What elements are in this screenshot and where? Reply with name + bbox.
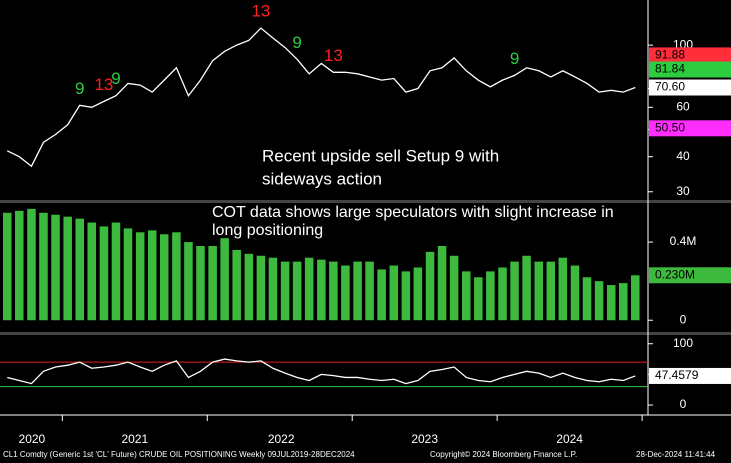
bar <box>2 212 12 321</box>
annotation: sideways action <box>262 169 382 188</box>
bar <box>341 265 350 321</box>
footer: CL1 Comdty (Generic 1st 'CL' Future) CRU… <box>3 450 355 459</box>
bar <box>582 277 592 321</box>
footer: Copyright© 2024 Bloomberg Finance L.P. <box>430 450 577 459</box>
bar <box>304 257 314 321</box>
bar <box>425 251 435 321</box>
bar <box>268 257 278 321</box>
price-line <box>6 27 636 168</box>
bar <box>365 261 374 321</box>
bar <box>474 277 483 321</box>
x-tick-label: 2022 <box>268 432 295 446</box>
bar <box>280 261 290 321</box>
bar <box>486 271 495 321</box>
bar <box>39 212 48 321</box>
bar <box>172 232 181 321</box>
x-tick-label: 2024 <box>556 432 583 446</box>
bar <box>51 214 60 321</box>
bar <box>27 208 36 321</box>
value-box <box>649 367 731 384</box>
bar <box>244 253 254 321</box>
bar <box>546 261 556 321</box>
bar <box>631 275 640 321</box>
panel-divider <box>0 200 731 203</box>
bar <box>123 228 133 321</box>
value-box-label: 81.84 <box>655 62 685 76</box>
value-box-label: 0.230M <box>655 267 695 281</box>
bar <box>449 255 459 321</box>
value-box <box>649 79 731 96</box>
bar <box>292 261 302 321</box>
bar <box>75 218 84 321</box>
bar <box>15 210 24 321</box>
value-box-label: 47.4579 <box>655 368 699 382</box>
y-tick-label: 0 <box>680 312 687 326</box>
bar <box>208 245 217 321</box>
bar <box>159 234 169 321</box>
y-tick-label: 0 <box>680 397 687 411</box>
x-tick-label: 2020 <box>19 432 46 446</box>
td-count: 9 <box>292 33 301 52</box>
bar <box>594 281 604 321</box>
bar <box>220 238 229 321</box>
bar <box>135 232 145 321</box>
value-box <box>649 47 731 64</box>
bar <box>618 283 628 321</box>
annotation: COT data shows large speculators with sl… <box>212 204 614 221</box>
bar <box>184 242 193 321</box>
y-tick-label: 60 <box>676 99 690 113</box>
bar <box>606 285 616 321</box>
bar <box>462 271 471 321</box>
x-tick-label: 2023 <box>411 432 438 446</box>
value-box <box>649 120 731 137</box>
td-count: 13 <box>94 75 113 94</box>
y-tick-label: 30 <box>676 184 690 198</box>
bar <box>401 271 411 321</box>
td-count: 9 <box>510 49 519 68</box>
bar <box>111 222 121 321</box>
price-line <box>7 358 636 385</box>
bar <box>99 226 109 321</box>
bar <box>377 269 386 321</box>
bar <box>389 265 399 321</box>
bar <box>147 230 157 321</box>
bar <box>256 255 266 321</box>
panel-divider <box>0 332 731 335</box>
bar <box>522 255 531 321</box>
y-tick-label: 0.4M <box>670 234 697 248</box>
td-count: 13 <box>251 2 270 21</box>
bar <box>413 267 423 321</box>
td-count: 9 <box>111 69 120 88</box>
td-count: 9 <box>75 79 84 98</box>
value-box-label: 50.50 <box>655 120 685 134</box>
td-count: 13 <box>324 46 343 65</box>
bar <box>196 245 205 321</box>
value-box <box>649 61 731 78</box>
value-box-label: 91.88 <box>655 48 685 62</box>
value-box-label: 70.60 <box>655 80 685 94</box>
bar <box>437 245 447 321</box>
y-tick-label: 100 <box>673 336 693 350</box>
value-box <box>649 267 731 284</box>
bar <box>63 216 72 321</box>
footer: 28-Dec-2024 11:41:44 <box>636 450 716 459</box>
annotation: long positioning <box>212 222 323 239</box>
bar <box>232 249 241 321</box>
bar <box>353 261 362 321</box>
x-tick-label: 2021 <box>121 432 148 446</box>
bar <box>317 259 326 321</box>
bar <box>570 265 580 321</box>
bar <box>510 261 519 321</box>
y-tick-label: 40 <box>676 149 690 163</box>
bar <box>558 257 568 321</box>
bar <box>498 267 507 321</box>
bar <box>329 261 338 321</box>
bar <box>534 261 544 321</box>
annotation: Recent upside sell Setup 9 with <box>262 146 499 165</box>
bar <box>87 222 97 321</box>
